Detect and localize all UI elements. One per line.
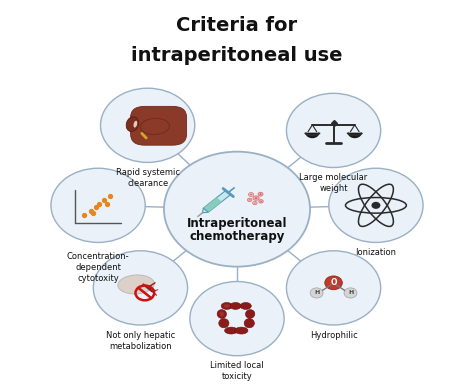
Text: O: O <box>330 278 337 287</box>
Circle shape <box>260 194 261 195</box>
Circle shape <box>325 276 342 290</box>
Circle shape <box>164 152 310 267</box>
Ellipse shape <box>221 303 232 310</box>
Ellipse shape <box>258 192 263 196</box>
Text: Ionization: Ionization <box>356 248 396 257</box>
FancyBboxPatch shape <box>131 106 187 145</box>
Ellipse shape <box>219 319 229 328</box>
Ellipse shape <box>230 303 241 310</box>
Ellipse shape <box>248 192 254 196</box>
Polygon shape <box>202 208 209 213</box>
Circle shape <box>250 194 252 195</box>
Text: chemotherapy: chemotherapy <box>189 231 285 243</box>
Ellipse shape <box>118 275 154 294</box>
Ellipse shape <box>253 201 257 205</box>
Wedge shape <box>348 133 362 138</box>
Ellipse shape <box>140 118 170 134</box>
Text: H: H <box>348 290 353 295</box>
Ellipse shape <box>247 198 252 202</box>
Ellipse shape <box>259 199 263 203</box>
Text: Large molecular
weight: Large molecular weight <box>300 173 368 193</box>
Ellipse shape <box>219 311 224 316</box>
Text: Concentration-
dependent
cytotoxity: Concentration- dependent cytotoxity <box>67 252 129 283</box>
Ellipse shape <box>224 304 230 308</box>
Wedge shape <box>305 133 319 138</box>
Ellipse shape <box>225 327 238 334</box>
Text: Hydrophilic: Hydrophilic <box>310 331 357 340</box>
Circle shape <box>51 168 145 243</box>
Ellipse shape <box>217 310 227 318</box>
Circle shape <box>255 198 257 199</box>
Circle shape <box>260 201 262 202</box>
Circle shape <box>190 281 284 356</box>
Ellipse shape <box>126 117 139 132</box>
Ellipse shape <box>246 310 255 318</box>
Circle shape <box>100 88 195 162</box>
Text: Rapid systemic
clearance: Rapid systemic clearance <box>116 168 180 188</box>
Circle shape <box>310 288 323 298</box>
Ellipse shape <box>134 121 137 127</box>
Text: Not only hepatic
metabolization: Not only hepatic metabolization <box>106 331 175 351</box>
Text: Criteria for: Criteria for <box>176 16 298 35</box>
Ellipse shape <box>240 303 251 310</box>
Circle shape <box>254 203 255 204</box>
Circle shape <box>344 288 357 298</box>
Polygon shape <box>203 191 231 212</box>
Circle shape <box>249 199 250 200</box>
Circle shape <box>372 202 381 209</box>
Polygon shape <box>203 198 222 212</box>
Text: Intraperitoneal: Intraperitoneal <box>187 218 287 231</box>
Circle shape <box>286 251 381 325</box>
Circle shape <box>286 93 381 167</box>
Circle shape <box>93 251 188 325</box>
Ellipse shape <box>253 196 259 200</box>
Ellipse shape <box>244 319 255 328</box>
Circle shape <box>329 168 423 243</box>
Text: intraperitoneal use: intraperitoneal use <box>131 46 343 65</box>
Text: Limited local
toxicity: Limited local toxicity <box>210 361 264 382</box>
Text: H: H <box>314 290 319 295</box>
Ellipse shape <box>235 327 248 334</box>
